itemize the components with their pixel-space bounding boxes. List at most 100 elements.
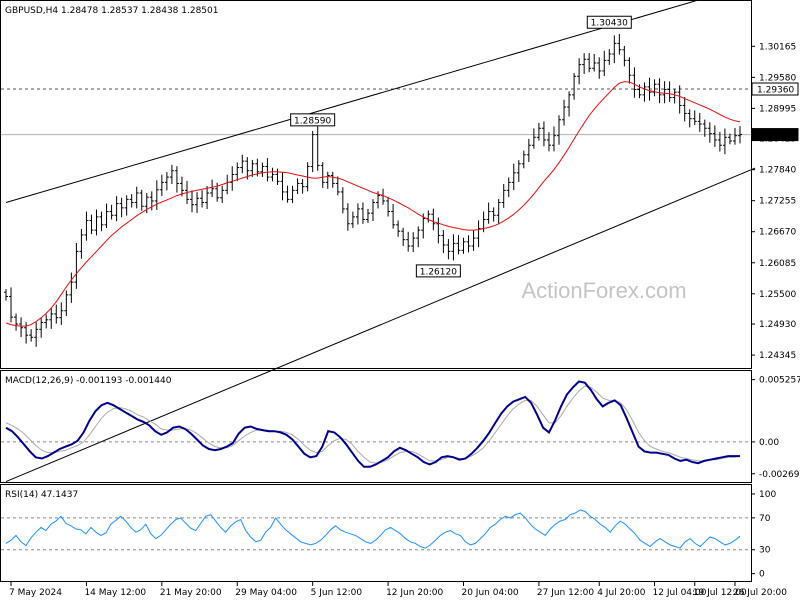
price-bar [195, 192, 200, 213]
price-bar [597, 57, 602, 79]
price-bar [134, 186, 139, 209]
price-bar [320, 162, 325, 188]
price-axis-tick: 1.26085 [759, 259, 796, 269]
watermark: ActionForex.com [521, 278, 686, 303]
price-bar [712, 125, 717, 147]
price-bar [260, 162, 265, 177]
svg-text:1.26120: 1.26120 [420, 267, 457, 277]
price-bar [446, 238, 451, 260]
price-bar [235, 162, 240, 182]
macd-axis-tick: 0.005257 [759, 376, 800, 386]
price-bar [250, 159, 255, 177]
price-bar [9, 287, 14, 323]
price-bar [39, 318, 44, 338]
time-axis-tick: 14 May 12:00 [84, 588, 146, 598]
price-bar [521, 150, 526, 169]
price-bar [732, 127, 737, 145]
current-price-badge: 1.28501 [751, 128, 799, 142]
price-bar [672, 88, 677, 104]
macd-line [5, 380, 740, 468]
time-axis-tick: 5 Jun 12:00 [311, 588, 363, 598]
price-bar [622, 45, 627, 67]
price-bar [567, 91, 572, 117]
price-bar [59, 302, 64, 325]
price-bar [270, 167, 275, 182]
svg-text:1.29360: 1.29360 [757, 86, 794, 96]
price-bar [406, 231, 411, 252]
price-bar [265, 158, 270, 182]
price-bar [692, 110, 697, 126]
price-bar [557, 115, 562, 145]
price-bar [109, 204, 114, 220]
price-bar [486, 202, 491, 224]
price-bar [179, 176, 184, 197]
price-bar [667, 81, 672, 102]
price-bar [411, 232, 416, 253]
price-bar [501, 184, 506, 208]
svg-text:1.30430: 1.30430 [591, 19, 628, 29]
price-axis-tick: 1.24930 [759, 320, 796, 330]
price-axis-tick: 1.25500 [759, 290, 796, 300]
price-pane-title: GBPUSD,H4 1.28478 1.28537 1.28438 1.2850… [5, 6, 218, 16]
price-bar [687, 109, 692, 128]
price-pane [0, 0, 752, 369]
price-bar [174, 166, 179, 193]
price-bar [577, 58, 582, 85]
rsi-axis-tick: 0 [759, 570, 765, 580]
price-bar [391, 203, 396, 229]
price-bar [99, 211, 104, 232]
price-bar [230, 166, 235, 191]
price-bar [526, 138, 531, 163]
price-bar [29, 329, 34, 342]
price-bar [511, 163, 516, 191]
time-axis-tick: 29 May 04:00 [235, 588, 297, 598]
macd-axis-tick: 0.00 [759, 438, 779, 448]
price-bar [360, 202, 365, 224]
price-bar [738, 126, 742, 144]
price-axis-tick: 1.29580 [759, 73, 796, 83]
price-bar [727, 133, 732, 145]
rsi-line [5, 509, 741, 549]
price-bar [335, 176, 340, 196]
annotation-mid-high-label: 1.28590 [290, 113, 336, 127]
price-bar [431, 208, 436, 231]
price-bar [707, 122, 712, 143]
price-bar [114, 196, 119, 222]
price-bar [582, 53, 587, 74]
price-bar [662, 81, 667, 104]
price-bar [330, 171, 335, 188]
rsi-axis-tick: 100 [759, 490, 776, 500]
price-bar [441, 229, 446, 254]
price-bar [451, 234, 456, 261]
time-axis-tick: 7 May 2024 [9, 588, 62, 598]
price-bar [290, 185, 295, 204]
svg-text:1.28501: 1.28501 [757, 131, 794, 141]
rsi-axis-tick: 70 [759, 514, 771, 524]
price-bar [607, 49, 612, 65]
price-bar [717, 131, 722, 152]
price-bar [14, 313, 19, 331]
price-bar [200, 190, 205, 208]
price-axis-tick: 1.30165 [759, 42, 796, 52]
price-bar [295, 178, 300, 195]
price-bar [159, 174, 164, 196]
price-bar [64, 290, 69, 317]
price-bar [210, 179, 215, 198]
time-axis-tick: 12 Jul 04:00 [653, 588, 707, 598]
moving-average-line [5, 81, 741, 327]
price-bar [325, 171, 330, 189]
svg-text:1.28590: 1.28590 [294, 116, 331, 126]
price-bar [169, 164, 174, 185]
price-bar [74, 242, 79, 289]
price-bar [541, 121, 546, 147]
price-bar [531, 128, 536, 149]
price-bar [677, 85, 682, 114]
macd-pane [0, 370, 752, 483]
price-bar [471, 230, 476, 251]
price-axis-tick: 1.26670 [759, 228, 796, 238]
time-axis-tick: 4 Jul 20:00 [597, 588, 646, 598]
price-bar [642, 82, 647, 102]
time-axis-tick: 20 Jun 04:00 [461, 588, 518, 598]
price-bar [572, 72, 577, 100]
price-bar [104, 203, 109, 229]
